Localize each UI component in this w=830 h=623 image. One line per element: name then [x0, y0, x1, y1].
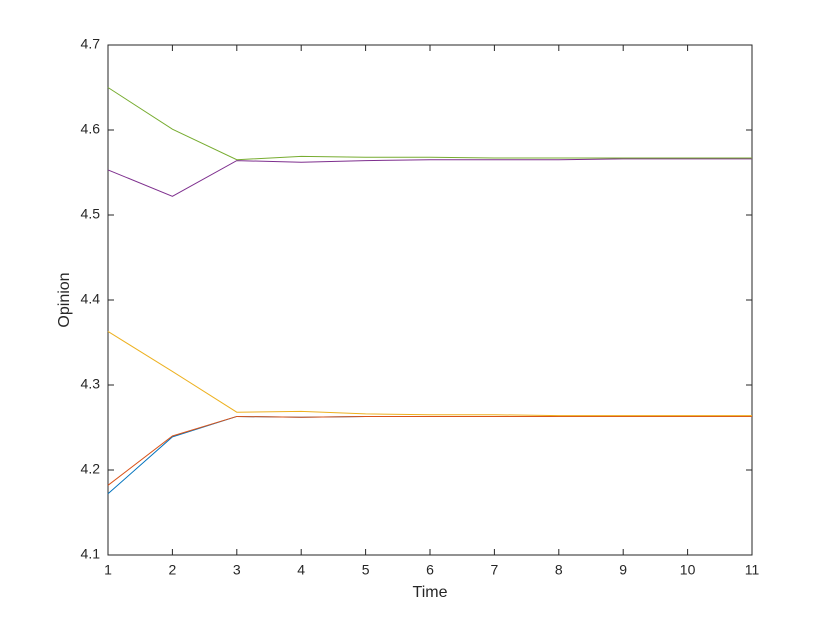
y-tick-label: 4.6	[81, 121, 101, 137]
x-tick-label: 7	[491, 562, 499, 578]
x-tick-label: 2	[169, 562, 177, 578]
y-tick-label: 4.3	[81, 376, 101, 392]
series-line	[107, 415, 752, 495]
x-tick-label: 3	[233, 562, 241, 578]
series-line	[107, 158, 752, 197]
y-tick-label: 4.4	[81, 291, 101, 307]
x-tick-label: 1	[104, 562, 112, 578]
axes-box	[107, 44, 753, 556]
y-tick-label: 4.5	[81, 206, 101, 222]
y-tick-label: 4.7	[81, 36, 101, 52]
x-tick-label: 6	[426, 562, 434, 578]
y-tick-label: 4.2	[81, 461, 101, 477]
x-tick-label: 10	[680, 562, 696, 578]
x-tick-label: 11	[745, 562, 760, 578]
series-line	[107, 331, 752, 417]
x-tick-label: 5	[362, 562, 370, 578]
x-tick-label: 8	[555, 562, 563, 578]
y-axis-label: Opinion	[56, 272, 73, 327]
series-line	[107, 415, 752, 486]
x-axis-label: Time	[413, 584, 448, 601]
series-line	[107, 87, 752, 161]
x-tick-label: 4	[297, 562, 305, 578]
x-tick-label: 9	[619, 562, 627, 578]
y-tick-label: 4.1	[81, 546, 101, 562]
